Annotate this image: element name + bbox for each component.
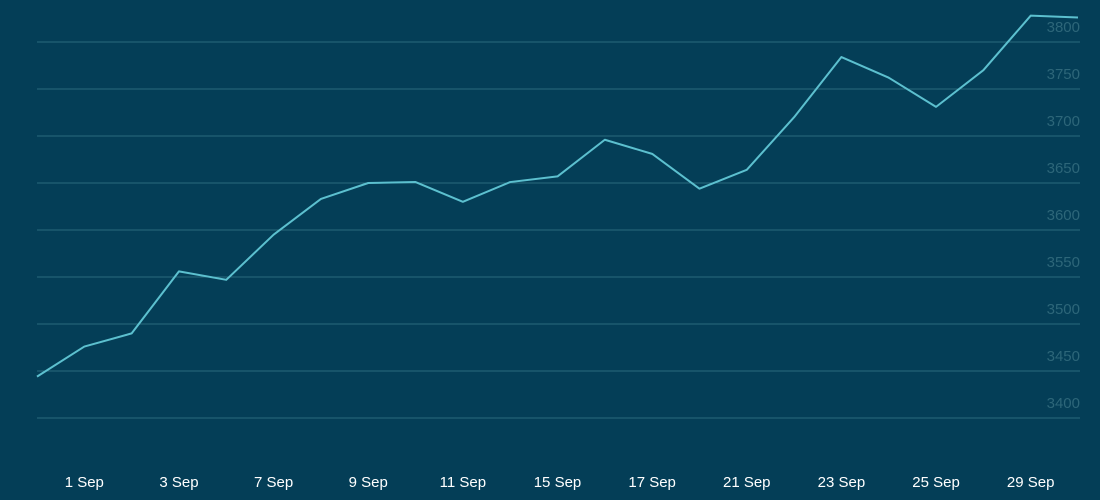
x-tick-label: 3 Sep	[159, 474, 198, 491]
x-tick-label: 9 Sep	[349, 474, 388, 491]
x-tick-label: 17 Sep	[628, 474, 676, 491]
x-tick-label: 11 Sep	[440, 474, 486, 491]
y-tick-label: 3400	[1047, 395, 1080, 412]
y-tick-label: 3650	[1047, 160, 1080, 177]
y-tick-label: 3800	[1047, 19, 1080, 36]
line-series	[36, 14, 1079, 378]
x-tick-label: 23 Sep	[818, 474, 866, 491]
x-tick-label: 7 Sep	[254, 474, 293, 491]
y-tick-label: 3600	[1047, 207, 1080, 224]
x-tick-label: 21 Sep	[723, 474, 771, 491]
y-tick-label: 3550	[1047, 254, 1080, 271]
y-tick-label: 3750	[1047, 66, 1080, 83]
y-tick-label: 3450	[1047, 348, 1080, 365]
x-tick-label: 1 Sep	[65, 474, 104, 491]
x-tick-label: 29 Sep	[1007, 474, 1055, 491]
y-tick-label: 3700	[1047, 113, 1080, 130]
y-tick-label: 3500	[1047, 301, 1080, 318]
x-tick-label: 15 Sep	[534, 474, 582, 491]
x-tick-label: 25 Sep	[912, 474, 960, 491]
